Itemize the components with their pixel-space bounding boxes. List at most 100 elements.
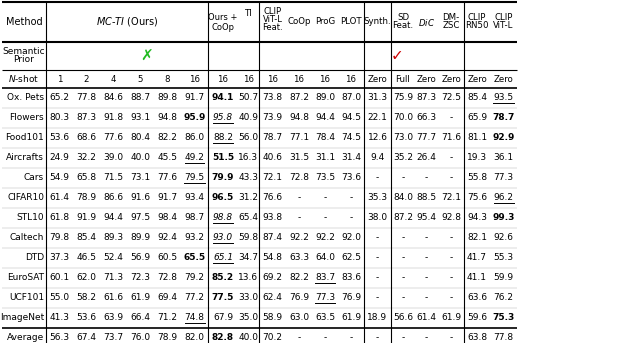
- Text: 41.3: 41.3: [49, 314, 70, 322]
- Text: 26.4: 26.4: [417, 154, 436, 163]
- Text: 76.0: 76.0: [131, 333, 150, 343]
- Text: 35.2: 35.2: [393, 154, 413, 163]
- Text: -: -: [298, 333, 301, 343]
- Text: 95.8: 95.8: [213, 114, 233, 122]
- Text: 95.9: 95.9: [183, 114, 205, 122]
- Text: $\mathit{MC}$-$\mathit{TI}$ (Ours): $\mathit{MC}$-$\mathit{TI}$ (Ours): [96, 15, 158, 28]
- Text: 86.0: 86.0: [184, 133, 205, 142]
- Text: 77.1: 77.1: [289, 133, 309, 142]
- Text: Full: Full: [396, 74, 410, 83]
- Text: 89.3: 89.3: [104, 234, 124, 243]
- Text: ImageNet: ImageNet: [0, 314, 44, 322]
- Text: 2: 2: [84, 74, 89, 83]
- Text: 78.7: 78.7: [492, 114, 515, 122]
- Text: 77.6: 77.6: [104, 133, 124, 142]
- Text: ZSC: ZSC: [442, 21, 460, 29]
- Text: 66.4: 66.4: [131, 314, 150, 322]
- Text: 35.3: 35.3: [367, 193, 388, 202]
- Text: 88.7: 88.7: [131, 94, 150, 103]
- Text: 85.4: 85.4: [467, 94, 487, 103]
- Text: -: -: [349, 333, 353, 343]
- Text: 55.3: 55.3: [493, 253, 513, 262]
- Text: Semantic: Semantic: [3, 47, 45, 57]
- Text: 50.7: 50.7: [239, 94, 259, 103]
- Text: 63.6: 63.6: [467, 294, 487, 303]
- Text: 65.1: 65.1: [213, 253, 233, 262]
- Text: CLIP: CLIP: [264, 7, 282, 15]
- Text: 87.3: 87.3: [417, 94, 436, 103]
- Text: 40.9: 40.9: [239, 114, 259, 122]
- Text: 92.8: 92.8: [441, 213, 461, 223]
- Text: 40.0: 40.0: [239, 333, 259, 343]
- Text: 41.7: 41.7: [467, 253, 487, 262]
- Text: ViT-L: ViT-L: [262, 14, 282, 24]
- Text: 63.3: 63.3: [289, 253, 309, 262]
- Text: 49.2: 49.2: [184, 154, 204, 163]
- Text: 83.7: 83.7: [315, 273, 335, 283]
- Text: Food101: Food101: [5, 133, 44, 142]
- Text: Aircrafts: Aircrafts: [6, 154, 44, 163]
- Text: 84.0: 84.0: [393, 193, 413, 202]
- Text: 16: 16: [267, 74, 278, 83]
- Text: Ours +: Ours +: [208, 12, 237, 22]
- Text: 16: 16: [294, 74, 305, 83]
- Text: 61.6: 61.6: [104, 294, 124, 303]
- Text: -: -: [425, 273, 428, 283]
- Text: -: -: [449, 174, 452, 182]
- Text: 70.0: 70.0: [393, 114, 413, 122]
- Text: 91.6: 91.6: [131, 193, 150, 202]
- Text: -: -: [425, 234, 428, 243]
- Text: 92.2: 92.2: [315, 234, 335, 243]
- Text: 63.8: 63.8: [467, 333, 487, 343]
- Text: 53.6: 53.6: [49, 133, 70, 142]
- Text: 75.6: 75.6: [467, 193, 487, 202]
- Text: -: -: [298, 213, 301, 223]
- Text: RN50: RN50: [465, 21, 489, 29]
- Text: 91.9: 91.9: [76, 213, 97, 223]
- Text: 91.7: 91.7: [184, 94, 205, 103]
- Text: Caltech: Caltech: [10, 234, 44, 243]
- Text: -: -: [349, 193, 353, 202]
- Text: 94.4: 94.4: [315, 114, 335, 122]
- Text: -: -: [449, 333, 452, 343]
- Text: 94.5: 94.5: [341, 114, 361, 122]
- Text: -: -: [376, 234, 379, 243]
- Text: 98.7: 98.7: [184, 213, 205, 223]
- Text: 73.9: 73.9: [262, 114, 283, 122]
- Text: CLIP: CLIP: [494, 12, 513, 22]
- Text: 55.0: 55.0: [49, 294, 70, 303]
- Text: 92.0: 92.0: [341, 234, 361, 243]
- Text: 93.5: 93.5: [493, 94, 513, 103]
- Text: 59.6: 59.6: [467, 314, 487, 322]
- Text: 60.1: 60.1: [49, 273, 70, 283]
- Text: 94.8: 94.8: [289, 114, 309, 122]
- Text: 79.8: 79.8: [49, 234, 70, 243]
- Text: 85.4: 85.4: [77, 234, 97, 243]
- Text: 62.0: 62.0: [77, 273, 97, 283]
- Text: Ox. Pets: Ox. Pets: [7, 94, 44, 103]
- Text: -: -: [449, 234, 452, 243]
- Text: 87.4: 87.4: [262, 234, 282, 243]
- Text: -: -: [449, 253, 452, 262]
- Text: Zero: Zero: [441, 74, 461, 83]
- Text: 72.1: 72.1: [262, 174, 282, 182]
- Text: 61.4: 61.4: [417, 314, 436, 322]
- Text: -: -: [449, 154, 452, 163]
- Text: 54.8: 54.8: [262, 253, 282, 262]
- Text: 65.5: 65.5: [184, 253, 205, 262]
- Text: 93.1: 93.1: [131, 114, 150, 122]
- Text: 75.9: 75.9: [393, 94, 413, 103]
- Text: -: -: [401, 333, 404, 343]
- Text: Prior: Prior: [13, 56, 35, 64]
- Text: 65.4: 65.4: [239, 213, 259, 223]
- Text: 87.0: 87.0: [341, 94, 361, 103]
- Text: 16: 16: [346, 74, 356, 83]
- Text: 61.9: 61.9: [441, 314, 461, 322]
- Text: CLIP: CLIP: [468, 12, 486, 22]
- Text: UCF101: UCF101: [9, 294, 44, 303]
- Text: 82.0: 82.0: [184, 333, 205, 343]
- Text: 98.4: 98.4: [157, 213, 177, 223]
- Text: Cars: Cars: [24, 174, 44, 182]
- Text: ✓: ✓: [390, 48, 403, 63]
- Text: Zero: Zero: [467, 74, 487, 83]
